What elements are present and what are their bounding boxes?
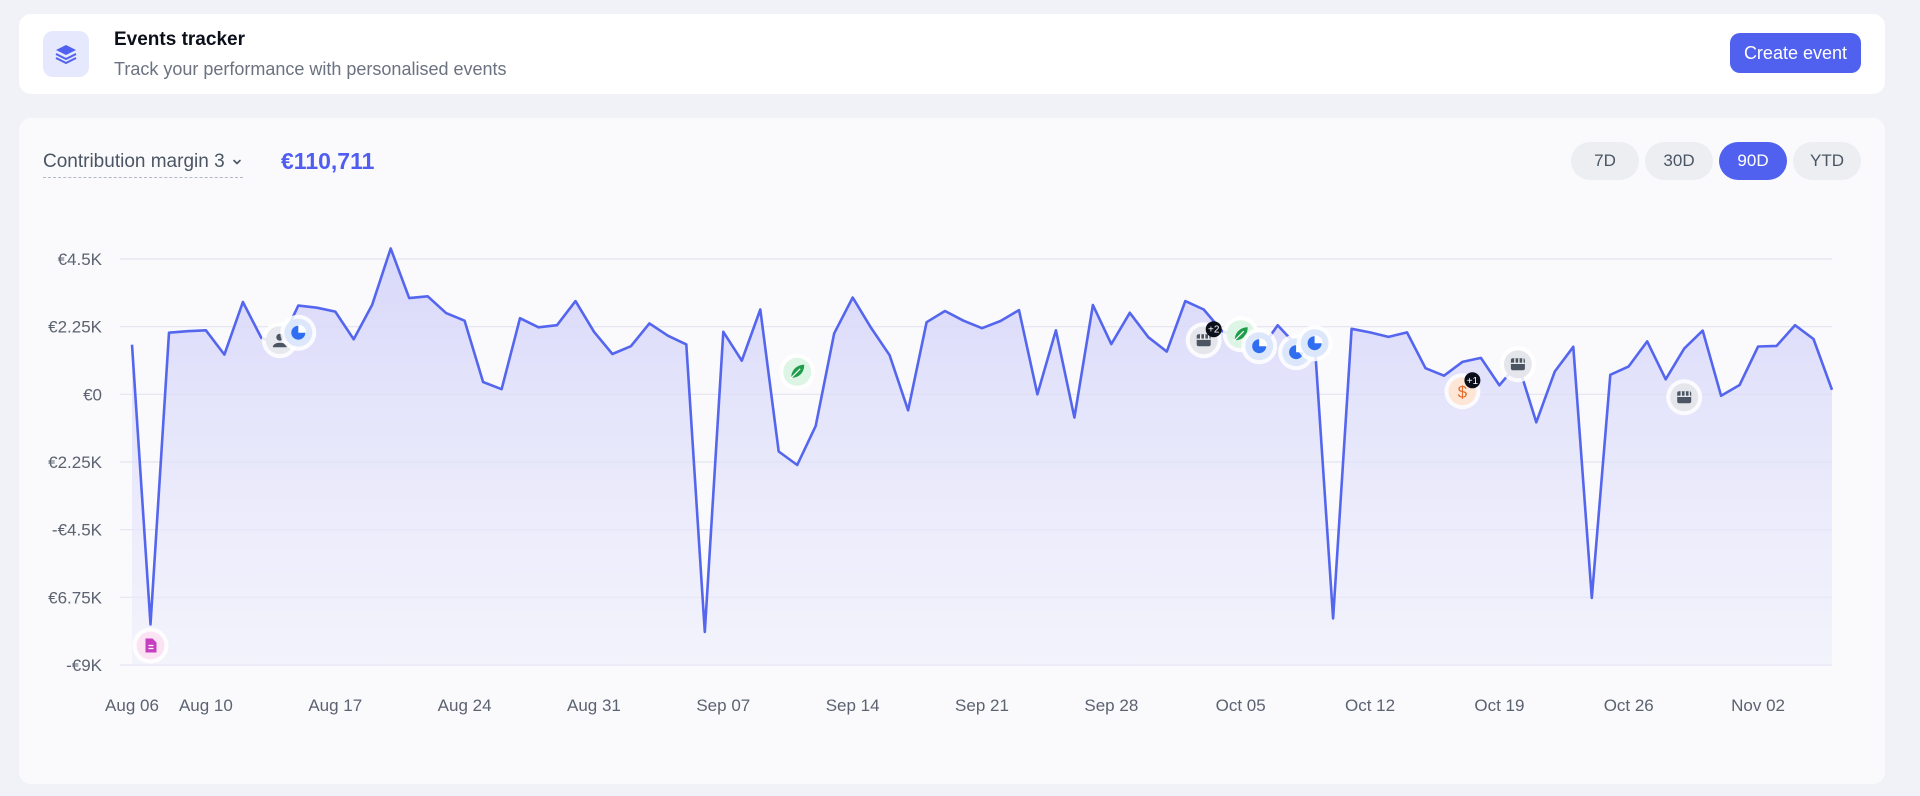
chevron-down-icon: [232, 159, 241, 165]
marker-glyph: [1677, 391, 1692, 397]
y-tick-label: -€4.5K: [52, 521, 103, 540]
x-tick-label: Oct 26: [1604, 696, 1654, 715]
marker-glyph: [789, 368, 801, 380]
x-tick-label: Aug 06: [105, 696, 159, 715]
store-icon[interactable]: +2: [1185, 321, 1222, 359]
marker-glyph: [1196, 334, 1211, 340]
event-count-badge: +1: [1464, 372, 1481, 389]
metric-label: Contribution margin 3: [43, 151, 225, 172]
x-tick-label: Sep 07: [696, 696, 750, 715]
dollar-glyph: $: [1458, 382, 1468, 401]
x-tick-label: Aug 17: [308, 696, 362, 715]
page-title: Events tracker: [114, 29, 245, 50]
x-tick-label: Aug 10: [179, 696, 233, 715]
pie-chart-icon[interactable]: [1241, 328, 1278, 365]
page-subtitle: Track your performance with personalised…: [114, 59, 507, 79]
dollar-icon[interactable]: $+1: [1444, 372, 1481, 410]
x-tick-label: Nov 02: [1731, 696, 1785, 715]
badge-label: +1: [1467, 376, 1479, 387]
marker-glyph: [148, 644, 154, 650]
marker-glyph: [1259, 338, 1268, 347]
range-90d-button[interactable]: 90D: [1719, 142, 1787, 180]
series-line: [130, 247, 1834, 634]
range-30d-button[interactable]: 30D: [1645, 142, 1713, 180]
x-tick-label: Oct 19: [1474, 696, 1524, 715]
badge-bg: [1464, 372, 1481, 389]
badge-bg: [1205, 321, 1222, 338]
area-fill: [132, 248, 1832, 665]
store-icon[interactable]: [1666, 379, 1703, 416]
x-tick-label: Aug 24: [438, 696, 492, 715]
store-icon[interactable]: [1499, 346, 1536, 383]
y-tick-label: €6.75K: [48, 588, 103, 607]
create-event-button[interactable]: Create event: [1729, 33, 1861, 73]
y-tick-label: €0: [83, 385, 102, 404]
pie-chart-icon[interactable]: [280, 314, 317, 351]
marker-glyph: [298, 324, 307, 333]
x-tick-label: Oct 05: [1216, 696, 1266, 715]
x-tick-label: Oct 12: [1345, 696, 1395, 715]
x-tick-label: Sep 28: [1084, 696, 1138, 715]
x-tick-label: Sep 14: [826, 696, 880, 715]
leaf-icon[interactable]: [779, 353, 816, 390]
metric-total-value: €110,711: [281, 148, 375, 174]
y-tick-label: -€9K: [66, 656, 103, 675]
y-tick-label: €2.25K: [48, 318, 103, 337]
badge-label: +2: [1208, 325, 1220, 336]
marker-glyph: [1233, 330, 1245, 342]
document-icon[interactable]: [132, 627, 169, 664]
y-tick-label: €2.25K: [48, 453, 103, 472]
events-tracker-header: Events tracker Track your performance wi…: [19, 14, 1885, 94]
marker-glyph: [272, 342, 287, 348]
event-count-badge: +2: [1205, 321, 1222, 338]
x-tick-label: Sep 21: [955, 696, 1009, 715]
marker-glyph: [1510, 358, 1525, 364]
x-tick-label: Aug 31: [567, 696, 621, 715]
layers-icon: [43, 31, 89, 77]
y-tick-label: €4.5K: [58, 250, 103, 269]
pie-chart-icon[interactable]: [1296, 325, 1333, 362]
range-ytd-button[interactable]: YTD: [1793, 142, 1861, 180]
marker-glyph: [1314, 335, 1323, 344]
range-7d-button[interactable]: 7D: [1571, 142, 1639, 180]
metric-dropdown[interactable]: Contribution margin 3: [43, 151, 243, 178]
range-selector: 7D 30D 90D YTD: [1571, 142, 1861, 180]
